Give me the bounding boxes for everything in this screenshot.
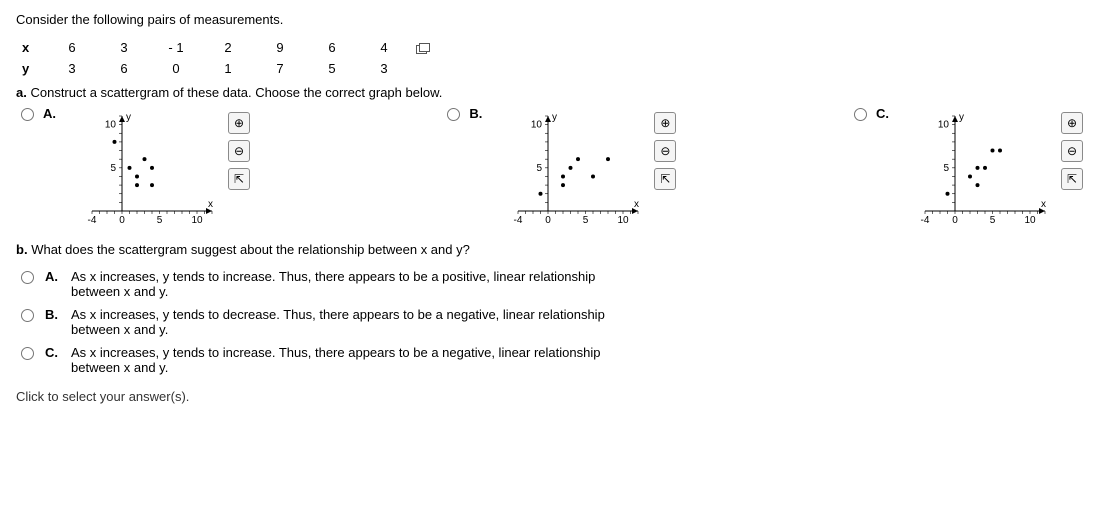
cell: 9 <box>254 37 306 58</box>
part-b-text: What does the scattergram suggest about … <box>31 242 470 257</box>
row-label-y: y <box>16 58 46 79</box>
cell: - 1 <box>150 37 202 58</box>
mc-text: As x increases, y tends to increase. Thu… <box>71 345 636 375</box>
copy-icon[interactable] <box>416 43 432 55</box>
part-b-question: b. What does the scattergram suggest abo… <box>16 242 1083 257</box>
part-a-question: a. Construct a scattergram of these data… <box>16 85 1083 100</box>
intro-text: Consider the following pairs of measurem… <box>16 12 1083 27</box>
option-b-label: B. <box>469 106 482 121</box>
chart-b: -4 0 5 10 5 10 x y <box>488 106 648 226</box>
svg-text:x: x <box>634 199 639 210</box>
svg-text:y: y <box>126 112 131 123</box>
cell: 5 <box>306 58 358 79</box>
radio-b-option-b[interactable] <box>21 309 34 322</box>
svg-text:0: 0 <box>119 215 125 226</box>
mc-letter: B. <box>45 307 63 322</box>
svg-text:-4: -4 <box>88 215 97 226</box>
part-a-label: a. <box>16 85 27 100</box>
part-a-text: Construct a scattergram of these data. C… <box>30 85 442 100</box>
radio-b-option-c[interactable] <box>21 347 34 360</box>
cell: 7 <box>254 58 306 79</box>
svg-text:5: 5 <box>110 163 116 174</box>
option-c-label: C. <box>876 106 889 121</box>
option-a-label: A. <box>43 106 56 121</box>
cell: 6 <box>98 58 150 79</box>
row-label-x: x <box>16 37 46 58</box>
mc-letter: A. <box>45 269 63 284</box>
svg-text:5: 5 <box>990 215 996 226</box>
svg-text:x: x <box>1041 199 1046 210</box>
chart-c: -4 0 5 10 5 10 x y <box>895 106 1055 226</box>
zoom-out-icon[interactable]: ⊖ <box>1061 140 1083 162</box>
zoom-in-icon[interactable]: ⊕ <box>654 112 676 134</box>
cell: 3 <box>98 37 150 58</box>
svg-text:y: y <box>552 112 557 123</box>
mc-letter: C. <box>45 345 63 360</box>
part-b-label: b. <box>16 242 28 257</box>
svg-text:0: 0 <box>546 215 552 226</box>
cell: 6 <box>306 37 358 58</box>
radio-option-a[interactable] <box>21 108 34 121</box>
svg-text:5: 5 <box>537 163 543 174</box>
zoom-in-icon[interactable]: ⊕ <box>228 112 250 134</box>
svg-text:5: 5 <box>943 163 949 174</box>
svg-text:-4: -4 <box>921 215 930 226</box>
svg-text:10: 10 <box>191 215 203 226</box>
cell: 2 <box>202 37 254 58</box>
cell: 6 <box>46 37 98 58</box>
radio-option-c[interactable] <box>854 108 867 121</box>
svg-text:10: 10 <box>105 120 117 131</box>
popout-icon[interactable]: ⇱ <box>654 168 676 190</box>
zoom-out-icon[interactable]: ⊖ <box>654 140 676 162</box>
chart-a: -4 0 5 10 5 10 x y <box>62 106 222 226</box>
cell: 3 <box>358 58 410 79</box>
popout-icon[interactable]: ⇱ <box>1061 168 1083 190</box>
svg-text:10: 10 <box>1024 215 1036 226</box>
cell: 3 <box>46 58 98 79</box>
popout-icon[interactable]: ⇱ <box>228 168 250 190</box>
svg-text:y: y <box>959 112 964 123</box>
svg-text:x: x <box>208 199 213 210</box>
zoom-in-icon[interactable]: ⊕ <box>1061 112 1083 134</box>
svg-text:10: 10 <box>531 120 543 131</box>
mc-text: As x increases, y tends to decrease. Thu… <box>71 307 636 337</box>
svg-text:10: 10 <box>938 120 950 131</box>
cell: 1 <box>202 58 254 79</box>
data-table: x 6 3 - 1 2 9 6 4 y 3 6 0 1 7 5 3 <box>16 37 462 79</box>
radio-b-option-a[interactable] <box>21 271 34 284</box>
zoom-out-icon[interactable]: ⊖ <box>228 140 250 162</box>
svg-text:0: 0 <box>952 215 958 226</box>
svg-text:-4: -4 <box>514 215 523 226</box>
radio-option-b[interactable] <box>447 108 460 121</box>
mc-text: As x increases, y tends to increase. Thu… <box>71 269 636 299</box>
svg-text:5: 5 <box>583 215 589 226</box>
svg-text:5: 5 <box>157 215 163 226</box>
footer-text: Click to select your answer(s). <box>16 389 1083 404</box>
cell: 0 <box>150 58 202 79</box>
svg-text:10: 10 <box>618 215 630 226</box>
cell: 4 <box>358 37 410 58</box>
